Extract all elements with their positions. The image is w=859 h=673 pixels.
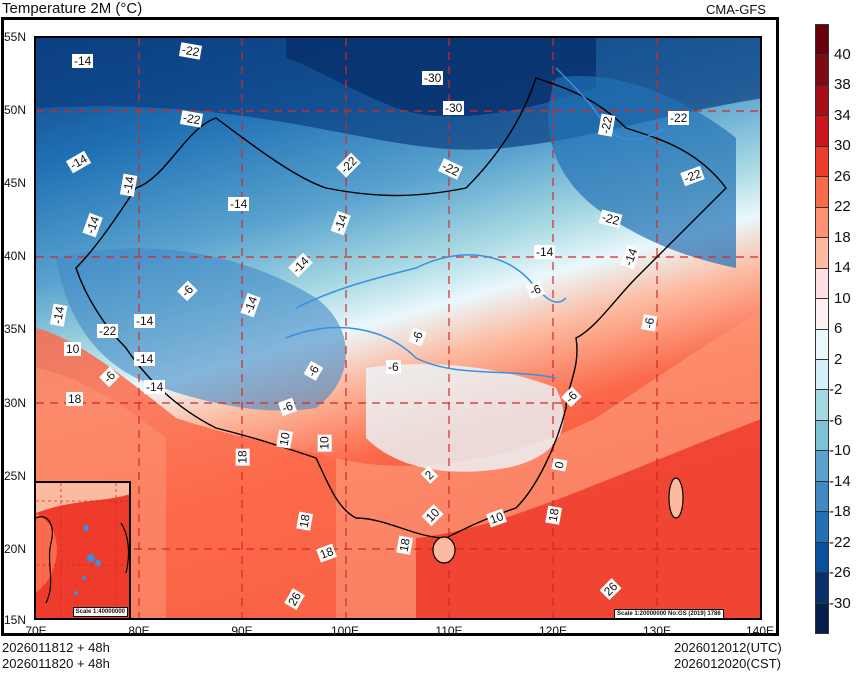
colorbar-tick-label: -10	[829, 442, 851, 459]
lat-label: 15N	[4, 613, 27, 627]
lat-label: 55N	[4, 30, 27, 44]
colorbar-segment	[816, 390, 828, 421]
colorbar-tick-label: -26	[829, 564, 851, 581]
colorbar-tick-label: 38	[834, 76, 851, 93]
lon-label: 130E	[642, 624, 672, 638]
contour-label: 18	[296, 511, 314, 531]
colorbar-tick-label: 22	[834, 198, 851, 215]
inset-map	[36, 483, 129, 618]
contour-label: -14	[134, 352, 156, 366]
colorbar-tick-label: 14	[834, 259, 851, 276]
colorbar	[815, 24, 829, 634]
contour-label: -6	[641, 314, 658, 332]
contour-label: -14	[228, 197, 250, 211]
map-scale: Scale 1:20000000 No:GS (2019) 1786	[614, 609, 724, 619]
colorbar-tick-label: 18	[834, 228, 851, 246]
colorbar-tick-label: -30	[829, 594, 851, 612]
contour-label: 18	[545, 505, 563, 525]
colorbar-tick-label: -14	[829, 472, 851, 490]
temperature-map	[34, 36, 762, 620]
colorbar-tick-label: -6	[829, 411, 843, 429]
contour-label: 0	[551, 458, 568, 472]
colorbar-tick-label: -2	[829, 381, 843, 398]
colorbar-segment	[816, 207, 828, 239]
colorbar-tick-label: 34	[834, 106, 851, 124]
lon-label: 100E	[330, 624, 360, 638]
contour-label: -30	[443, 101, 465, 115]
colorbar-segment	[816, 481, 828, 513]
colorbar-segment	[816, 512, 828, 543]
colorbar-tick-label: 6	[834, 320, 843, 337]
colorbar-tick-label: 10	[834, 289, 851, 307]
contour-label: -14	[72, 54, 94, 68]
inset-scale: Scale 1:40000000	[72, 607, 128, 617]
contour-label: -14	[134, 314, 156, 328]
contour-label: 10	[317, 434, 332, 452]
lat-label: 50N	[4, 103, 27, 117]
lat-label: 40N	[4, 249, 27, 263]
colorbar-segment	[816, 359, 828, 391]
colorbar-segment	[816, 177, 828, 208]
lat-label: 35N	[4, 322, 27, 336]
colorbar-tick-label: 30	[834, 137, 851, 154]
contour-label: -30	[422, 71, 444, 85]
south-china-sea-inset: Scale 1:40000000	[34, 481, 131, 620]
lat-label: 25N	[4, 469, 27, 483]
valid-time-utc: 2026012012(UTC)	[674, 640, 782, 655]
contour-label: -6	[386, 360, 401, 374]
colorbar-segment	[816, 542, 828, 574]
colorbar-segment	[816, 451, 828, 482]
lon-label: 90E	[231, 624, 253, 638]
contour-label: -14	[534, 245, 556, 259]
colorbar-segment	[816, 329, 828, 360]
colorbar-segment	[816, 573, 828, 604]
contour-label: -22	[97, 324, 119, 338]
contour-label: 10	[64, 342, 82, 356]
colorbar-segment	[816, 85, 828, 117]
contour-label: -22	[668, 111, 690, 125]
contour-label: 18	[396, 535, 414, 555]
lon-label: 70E	[25, 624, 47, 638]
colorbar-tick-label: -22	[829, 533, 851, 551]
colorbar-segment	[816, 55, 828, 86]
colorbar-segment	[816, 25, 828, 56]
colorbar-segment	[816, 116, 828, 147]
lon-label: 140E	[745, 624, 775, 638]
colorbar-segment	[816, 146, 828, 178]
colorbar-tick-label: 2	[834, 350, 843, 368]
lat-label: 30N	[4, 396, 27, 410]
lat-label: 20N	[4, 542, 27, 556]
lon-label: 110E	[435, 624, 463, 638]
lat-label: 45N	[4, 176, 27, 190]
valid-time-cst: 2026012020(CST)	[674, 656, 781, 671]
init-time-cst: 2026011820 + 48h	[2, 656, 110, 671]
init-time-utc: 2026011812 + 48h	[2, 640, 110, 655]
colorbar-segment	[816, 420, 828, 452]
colorbar-tick-label: 26	[834, 167, 851, 185]
temperature-field	[36, 38, 760, 618]
chart-title: Temperature 2M (°C)	[2, 0, 143, 17]
colorbar-segment	[816, 238, 828, 269]
lon-label: 80E	[128, 624, 150, 638]
contour-label: 18	[235, 448, 250, 466]
contour-label: -14	[144, 380, 166, 394]
colorbar-tick-label: 40	[834, 45, 851, 63]
model-name: CMA-GFS	[706, 2, 766, 17]
lon-label: 120E	[538, 624, 568, 638]
colorbar-segment	[816, 268, 828, 300]
colorbar-tick-label: -18	[829, 503, 851, 520]
colorbar-segment	[816, 603, 828, 634]
contour-label: 10	[276, 429, 294, 449]
colorbar-segment	[816, 299, 828, 330]
contour-label: 18	[66, 392, 84, 406]
